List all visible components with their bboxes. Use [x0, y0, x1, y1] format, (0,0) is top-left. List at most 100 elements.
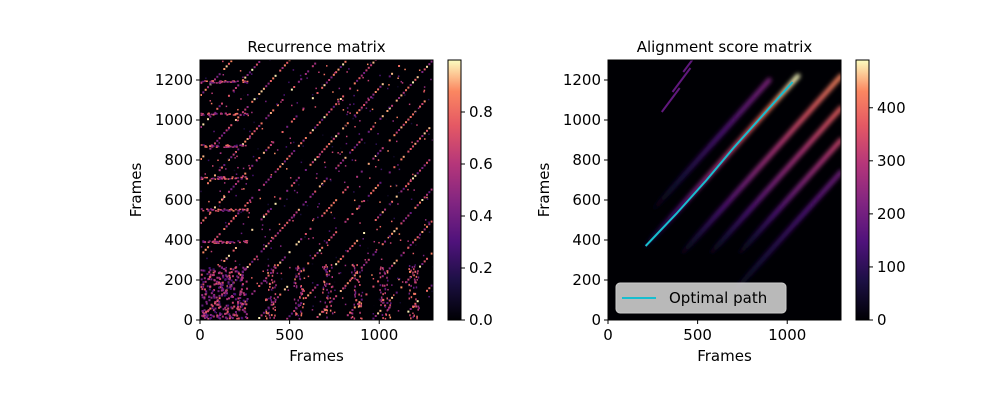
- recurrence-cell: [361, 317, 363, 320]
- recurrence-cell: [246, 209, 249, 212]
- recurrence-cell: [243, 302, 246, 305]
- recurrence-cell: [326, 267, 329, 270]
- y-tick-label: 600: [164, 191, 193, 209]
- recurrence-cell: [398, 129, 401, 131]
- recurrence-cell: [262, 311, 265, 314]
- recurrence-cell: [371, 108, 374, 111]
- recurrence-cell: [225, 65, 228, 68]
- recurrence-cell: [223, 291, 226, 294]
- recurrence-cell: [209, 211, 212, 214]
- recurrence-cell: [409, 116, 412, 118]
- recurrence-cell: [325, 273, 328, 276]
- recurrence-cell: [309, 254, 312, 257]
- recurrence-cell: [390, 220, 393, 223]
- recurrence-cell: [365, 101, 368, 104]
- recurrence-cell: [323, 240, 326, 242]
- recurrence-cell: [219, 80, 222, 82]
- recurrence-cell: [321, 214, 324, 217]
- recurrence-cell: [251, 100, 254, 103]
- recurrence-cell: [203, 314, 206, 317]
- recurrence-cell: [200, 286, 202, 288]
- recurrence-cell: [335, 231, 338, 234]
- recurrence-cell: [269, 208, 272, 210]
- recurrence-cell: [210, 303, 213, 306]
- recurrence-cell: [223, 81, 226, 83]
- recurrence-cell: [267, 258, 269, 261]
- recurrence-cell: [348, 68, 350, 70]
- recurrence-cell: [423, 68, 426, 71]
- recurrence-cell: [307, 294, 310, 297]
- recurrence-cell: [206, 182, 209, 185]
- recurrence-cell: [276, 296, 279, 299]
- recurrence-cell: [258, 125, 261, 127]
- recurrence-cell: [358, 281, 360, 284]
- recurrence-cell: [244, 316, 247, 319]
- y-tick-label: 1000: [563, 111, 601, 129]
- recurrence-cell: [321, 150, 324, 153]
- recurrence-cell: [288, 219, 291, 222]
- recurrence-cell: [318, 185, 321, 188]
- recurrence-cell: [384, 272, 387, 275]
- recurrence-cell: [227, 297, 230, 300]
- recurrence-cell: [325, 113, 328, 116]
- recurrence-cell: [245, 209, 248, 211]
- recurrence-cell: [341, 99, 344, 102]
- recurrence-cell: [392, 120, 394, 122]
- recurrence-cell: [389, 293, 392, 295]
- recurrence-cell: [412, 252, 415, 255]
- recurrence-cell: [412, 273, 414, 275]
- recurrence-cell: [424, 224, 426, 226]
- recurrence-cell: [362, 76, 364, 79]
- recurrence-cell: [416, 279, 418, 281]
- recurrence-cell: [327, 291, 330, 294]
- recurrence-cell: [414, 142, 417, 145]
- recurrence-cell: [217, 176, 220, 178]
- recurrence-cell: [202, 123, 205, 126]
- recurrence-cell: [330, 179, 332, 182]
- recurrence-cell: [207, 241, 210, 244]
- recurrence-cell: [205, 302, 208, 305]
- recurrence-cell: [297, 176, 300, 179]
- recurrence-cell: [222, 74, 225, 76]
- recurrence-cell: [238, 308, 241, 311]
- recurrence-cell: [237, 84, 240, 87]
- recurrence-cell: [326, 309, 328, 312]
- recurrence-cell: [374, 315, 377, 317]
- recurrence-cell: [228, 278, 231, 281]
- recurrence-cell: [268, 307, 270, 310]
- recurrence-cell: [354, 116, 357, 118]
- recurrence-cell: [339, 290, 342, 292]
- recurrence-cell: [379, 201, 381, 203]
- recurrence-cell: [230, 285, 233, 288]
- recurrence-cell: [256, 97, 259, 100]
- recurrence-cell: [351, 245, 354, 247]
- recurrence-cell: [244, 311, 247, 314]
- recurrence-cell: [279, 197, 282, 200]
- recurrence-cell: [293, 86, 296, 88]
- recurrence-cell: [321, 310, 324, 313]
- recurrence-cell: [212, 295, 215, 298]
- colorbar-tick-label: 0.2: [469, 259, 493, 277]
- recurrence-cell: [375, 154, 378, 157]
- recurrence-cell: [323, 116, 326, 119]
- recurrence-cell: [302, 288, 305, 291]
- recurrence-cell: [345, 135, 348, 138]
- recurrence-cell: [242, 266, 245, 269]
- recurrence-cell: [423, 89, 426, 92]
- recurrence-cell: [386, 110, 389, 112]
- recurrence-cell: [272, 289, 274, 291]
- recurrence-cell: [237, 276, 240, 279]
- recurrence-cell: [363, 104, 366, 106]
- recurrence-cell: [290, 88, 293, 91]
- recurrence-cell: [398, 191, 400, 194]
- recurrence-cell: [234, 247, 237, 249]
- recurrence-cell: [351, 213, 354, 215]
- recurrence-cell: [212, 114, 215, 116]
- recurrence-cell: [302, 107, 305, 110]
- recurrence-cell: [252, 174, 254, 177]
- recurrence-cell: [218, 178, 221, 180]
- recurrence-cell: [351, 159, 354, 161]
- recurrence-cell: [382, 317, 384, 320]
- recurrence-cell: [416, 317, 418, 320]
- recurrence-cell: [318, 249, 321, 252]
